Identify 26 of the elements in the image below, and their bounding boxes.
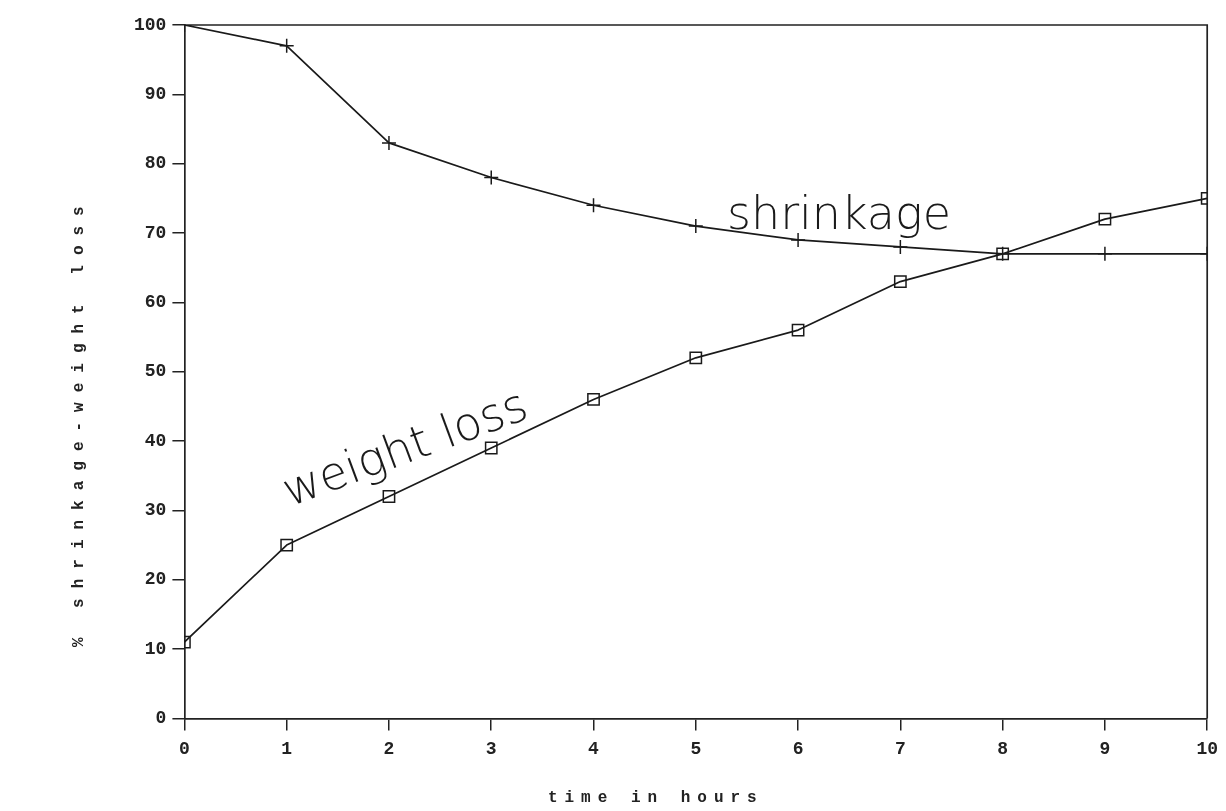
x-tick-label: 2 (383, 738, 395, 759)
x-tick-label: 7 (894, 738, 906, 759)
x-tick-label: 5 (690, 738, 702, 759)
y-tick-label: 60 (144, 291, 167, 312)
y-tick-label: 0 (155, 707, 167, 728)
y-tick-label: 30 (144, 499, 167, 520)
x-tick-label: 9 (1099, 738, 1111, 759)
y-tick-label: 100 (134, 14, 167, 35)
x-tick-label: 0 (179, 738, 190, 759)
y-tick-label: 10 (144, 638, 167, 659)
x-tick-label: 8 (997, 738, 1009, 759)
x-tick-label: 10 (1196, 738, 1218, 759)
x-tick-label: 6 (792, 738, 804, 759)
y-tick-label: 40 (144, 430, 167, 451)
x-axis-title: time in hours (547, 789, 764, 808)
y-tick-label: 90 (144, 83, 167, 104)
x-tick-label: 4 (588, 738, 600, 759)
y-axis-title: % shrinkage-weight loss (70, 196, 89, 648)
x-tick-label: 1 (281, 738, 293, 759)
y-tick-label: 70 (144, 222, 167, 243)
text: weight loss (274, 377, 535, 517)
y-tick-label: 80 (144, 153, 167, 174)
y-tick-label: 50 (144, 361, 167, 382)
x-tick-label: 3 (485, 738, 497, 759)
y-tick-label: 20 (144, 569, 167, 590)
series-label: shrinkage (727, 185, 951, 240)
